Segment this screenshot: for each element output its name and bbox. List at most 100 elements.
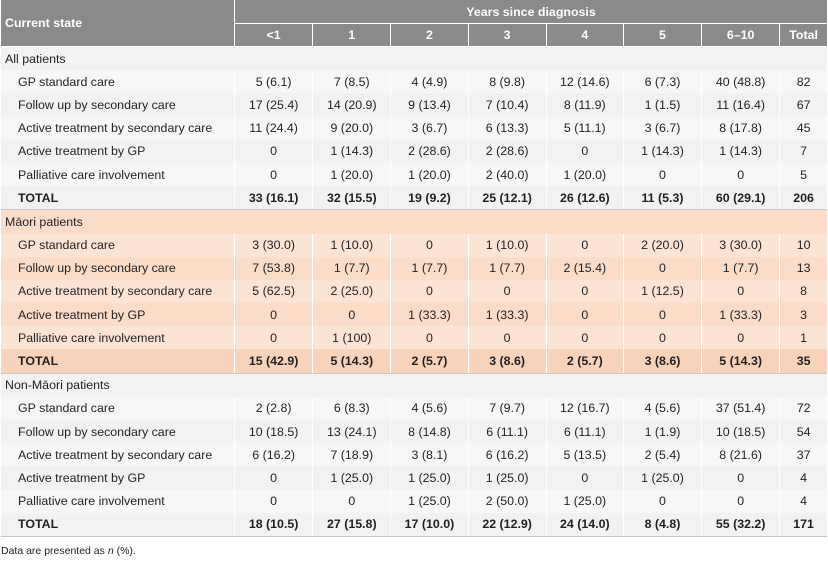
table-cell: 0 xyxy=(234,162,314,187)
group-title-row: Māori patients xyxy=(1,209,827,234)
column-header: 4 xyxy=(546,23,624,47)
table-header: Current state Years since diagnosis <1 1… xyxy=(1,0,827,47)
table-cell: 0 xyxy=(546,466,624,490)
table-cell: 8 (9.8) xyxy=(468,70,547,94)
total-cell: 26 (12.6) xyxy=(546,186,624,211)
table-cell: 82 xyxy=(779,70,827,94)
table-cell: 4 (5.6) xyxy=(623,396,703,420)
table-cell: 12 (16.7) xyxy=(546,396,624,420)
table-row: Active treatment by secondary care 11 (24… xyxy=(1,116,827,140)
total-cell: 32 (15.5) xyxy=(312,186,392,211)
table-cell: 6 (8.3) xyxy=(312,396,392,420)
group-title: Māori patients xyxy=(1,209,827,234)
table-cell: 3 (8.1) xyxy=(390,443,469,467)
column-header: <1 xyxy=(234,23,314,47)
group-maori-patients: Māori patients GP standard care 3 (30.0) 1 … xyxy=(1,209,827,374)
total-cell: 2 (5.7) xyxy=(390,349,469,374)
table-cell: 6 (13.3) xyxy=(468,116,547,140)
column-header: Total xyxy=(779,23,827,47)
total-cell: 18 (10.5) xyxy=(234,512,314,537)
table-cell: 7 xyxy=(779,139,827,163)
column-header: 3 xyxy=(468,23,547,47)
table-cell: 1 (33.3) xyxy=(468,303,547,327)
total-cell: 5 (14.3) xyxy=(701,349,781,374)
table-cell: 1 (7.7) xyxy=(468,256,547,280)
footnote-italic: n xyxy=(107,545,114,557)
table-row: Active treatment by secondary care 5 (62.… xyxy=(1,279,827,304)
table-row: GP standard care 3 (30.0) 1 (10.0) 0 1 (10.0… xyxy=(1,233,827,257)
table-cell: 2 (50.0) xyxy=(468,489,547,513)
group-title: Non-Māori patients xyxy=(1,373,827,397)
table-cell: 0 xyxy=(546,326,624,350)
table-cell: 10 xyxy=(779,233,827,257)
table-cell: 0 xyxy=(468,326,547,350)
table-cell: 14 (20.9) xyxy=(312,93,392,117)
footnote-prefix: Data are presented as xyxy=(1,545,108,557)
row-label: Active treatment by GP xyxy=(1,139,236,163)
table-cell: 67 xyxy=(779,93,827,117)
table-cell: 72 xyxy=(779,396,827,420)
table-cell: 6 (11.1) xyxy=(468,420,547,444)
total-cell: 3 (8.6) xyxy=(623,349,703,374)
table-cell: 7 (53.8) xyxy=(234,256,314,280)
table-cell: 2 (2.8) xyxy=(234,396,314,420)
total-cell: 2 (5.7) xyxy=(546,349,624,374)
total-row: TOTAL 33 (16.1) 32 (15.5) 19 (9.2) 25 (12.1)… xyxy=(1,186,827,211)
table-cell: 0 xyxy=(701,326,781,350)
table-cell: 1 (25.0) xyxy=(390,489,469,513)
column-header: 6–10 xyxy=(701,23,781,47)
footnote-suffix: (%). xyxy=(113,545,136,557)
total-cell: 25 (12.1) xyxy=(468,186,547,211)
total-cell: 35 xyxy=(779,349,827,374)
total-row: TOTAL 15 (42.9) 5 (14.3) 2 (5.7) 3 (8.6) 2 (5… xyxy=(1,349,827,374)
table-cell: 37 (51.4) xyxy=(701,396,781,420)
column-header: 2 xyxy=(390,23,469,47)
table-cell: 2 (28.6) xyxy=(468,139,547,163)
table-cell: 1 (1.9) xyxy=(623,420,703,444)
row-label: Follow up by secondary care xyxy=(1,256,236,280)
table-cell: 7 (8.5) xyxy=(312,70,392,94)
table-cell: 5 xyxy=(779,162,827,187)
total-cell: 17 (10.0) xyxy=(390,512,469,537)
row-label: GP standard care xyxy=(1,396,236,420)
table-cell: 17 (25.4) xyxy=(234,93,314,117)
table-cell: 0 xyxy=(623,303,703,327)
row-label: Follow up by secondary care xyxy=(1,93,236,117)
table-cell: 0 xyxy=(234,466,314,490)
table-row: Active treatment by GP 0 1 (14.3) 2 (28.6) 2… xyxy=(1,139,827,163)
table-cell: 0 xyxy=(701,489,781,513)
table-cell: 1 (25.0) xyxy=(312,466,392,490)
total-cell: 5 (14.3) xyxy=(312,349,392,374)
row-label: Palliative care involvement xyxy=(1,489,236,513)
table-cell: 4 (4.9) xyxy=(390,70,469,94)
group-title-row: Non-Māori patients xyxy=(1,373,827,397)
total-cell: 19 (9.2) xyxy=(390,186,469,211)
table-cell: 3 (30.0) xyxy=(234,233,314,257)
total-cell: 60 (29.1) xyxy=(701,186,781,211)
total-label: TOTAL xyxy=(1,512,236,537)
row-label: Active treatment by secondary care xyxy=(1,116,236,140)
table-footnote: Data are presented as n (%). xyxy=(1,545,136,557)
table-row: Palliative care involvement 0 1 (20.0) 1 (2… xyxy=(1,162,827,187)
total-cell: 22 (12.9) xyxy=(468,512,547,537)
total-cell: 55 (32.2) xyxy=(701,512,781,537)
header-years-since-diagnosis: Years since diagnosis xyxy=(234,0,827,24)
table-cell: 13 (24.1) xyxy=(312,420,392,444)
table-cell: 0 xyxy=(234,139,314,163)
table-cell: 6 (7.3) xyxy=(623,70,703,94)
table-cell: 1 (25.0) xyxy=(546,489,624,513)
table-cell: 0 xyxy=(546,303,624,327)
group-all-patients: All patients GP standard care 5 (6.1) 7 (8.… xyxy=(1,46,827,211)
row-label: GP standard care xyxy=(1,233,236,257)
table-row: Palliative care involvement 0 1 (100) 0 0 0 0 0… xyxy=(1,326,827,350)
table-cell: 0 xyxy=(623,256,703,280)
table-cell: 1 (25.0) xyxy=(390,466,469,490)
table-cell: 37 xyxy=(779,443,827,467)
row-label: Active treatment by GP xyxy=(1,466,236,490)
table-cell: 7 (9.7) xyxy=(468,396,547,420)
total-cell: 171 xyxy=(779,512,827,537)
table-cell: 1 (25.0) xyxy=(623,466,703,490)
table-cell: 1 (7.7) xyxy=(312,256,392,280)
table-cell: 8 (17.8) xyxy=(701,116,781,140)
